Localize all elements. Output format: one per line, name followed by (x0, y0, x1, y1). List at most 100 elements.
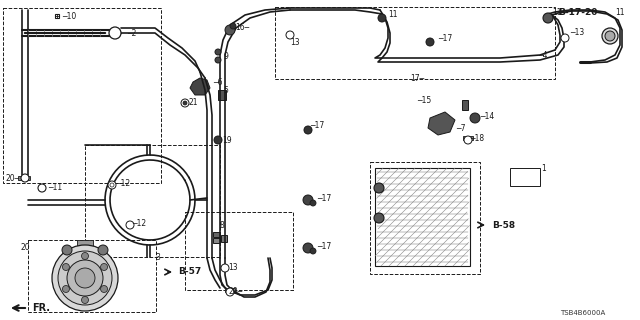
Bar (221, 235, 227, 242)
Circle shape (310, 248, 316, 254)
Circle shape (605, 31, 615, 41)
Text: 20─: 20─ (228, 286, 243, 295)
Circle shape (470, 113, 480, 123)
Text: 5: 5 (223, 85, 228, 94)
Circle shape (214, 136, 222, 144)
Bar (275, 7, 555, 79)
Circle shape (109, 27, 121, 39)
Circle shape (561, 34, 569, 42)
Bar (375, 168, 470, 266)
Circle shape (602, 28, 618, 44)
Circle shape (52, 245, 118, 311)
Text: ─17: ─17 (310, 121, 324, 130)
Text: ─17: ─17 (317, 194, 332, 203)
Circle shape (75, 268, 95, 288)
Circle shape (21, 174, 29, 182)
Circle shape (303, 195, 313, 205)
Text: ─11: ─11 (48, 182, 62, 191)
Text: ─10: ─10 (62, 12, 76, 20)
Circle shape (98, 245, 108, 255)
Circle shape (374, 183, 384, 193)
Text: ─2: ─2 (127, 28, 136, 37)
Polygon shape (190, 78, 210, 95)
Bar (85, 145, 220, 257)
Text: FR.: FR. (32, 303, 50, 313)
Text: 19: 19 (222, 135, 232, 145)
Bar (213, 238, 220, 243)
Circle shape (81, 297, 88, 303)
Circle shape (226, 288, 234, 296)
Text: ─6: ─6 (213, 77, 223, 86)
Circle shape (58, 251, 112, 305)
Circle shape (374, 213, 384, 223)
Text: ─17: ─17 (317, 242, 332, 251)
Circle shape (183, 101, 187, 105)
Circle shape (100, 263, 108, 270)
Circle shape (426, 38, 434, 46)
Text: ─15: ─15 (417, 95, 431, 105)
Text: 11: 11 (552, 7, 561, 17)
Bar (185, 212, 293, 290)
Bar (213, 232, 220, 237)
Circle shape (303, 243, 313, 253)
Circle shape (38, 184, 46, 192)
Text: 3: 3 (155, 253, 160, 262)
Circle shape (215, 49, 221, 55)
Circle shape (63, 285, 70, 292)
Text: ─13: ─13 (570, 28, 584, 36)
Bar (463, 136, 473, 140)
Circle shape (63, 263, 70, 270)
Text: 9: 9 (223, 52, 228, 60)
Text: 20: 20 (20, 243, 29, 252)
Circle shape (100, 285, 108, 292)
Circle shape (378, 14, 386, 22)
Bar (3, 8, 161, 183)
Bar (77, 240, 93, 250)
Circle shape (221, 264, 229, 272)
Circle shape (62, 245, 72, 255)
Circle shape (543, 13, 553, 23)
Text: 13: 13 (290, 37, 300, 46)
Text: 11: 11 (615, 7, 625, 17)
Circle shape (81, 252, 88, 260)
Circle shape (108, 181, 116, 189)
Circle shape (464, 136, 472, 144)
Text: 13: 13 (228, 262, 237, 271)
Bar (510, 168, 540, 186)
Bar (218, 90, 226, 100)
Circle shape (110, 183, 114, 187)
Text: 8: 8 (219, 220, 224, 229)
Text: ─12: ─12 (116, 179, 130, 188)
Bar (28, 240, 156, 312)
Bar (462, 100, 468, 110)
Text: ─7: ─7 (456, 124, 465, 132)
Circle shape (310, 200, 316, 206)
Text: ─12: ─12 (132, 219, 146, 228)
Circle shape (304, 126, 312, 134)
Text: 17─: 17─ (410, 74, 424, 83)
Text: TSB4B6000A: TSB4B6000A (560, 310, 605, 316)
Circle shape (230, 23, 236, 29)
Bar (225, 288, 235, 292)
Circle shape (126, 221, 134, 229)
Text: 16─: 16─ (235, 22, 249, 31)
Circle shape (286, 31, 294, 39)
Bar (370, 162, 480, 274)
Circle shape (215, 57, 221, 63)
Circle shape (225, 25, 235, 35)
Circle shape (67, 260, 103, 296)
Text: 11: 11 (388, 10, 397, 19)
Text: 21: 21 (188, 98, 198, 107)
Polygon shape (428, 112, 455, 135)
Text: ─4: ─4 (538, 51, 547, 60)
Text: ─18: ─18 (470, 133, 484, 142)
Text: ─14: ─14 (480, 111, 494, 121)
Bar (18, 176, 30, 180)
Text: ─17: ─17 (438, 34, 452, 43)
Text: B-58: B-58 (492, 220, 515, 229)
Text: 20─: 20─ (5, 173, 19, 182)
Bar (55, 14, 59, 18)
Text: B-57: B-57 (178, 268, 201, 276)
Text: B-17-20: B-17-20 (558, 7, 597, 17)
Circle shape (181, 99, 189, 107)
